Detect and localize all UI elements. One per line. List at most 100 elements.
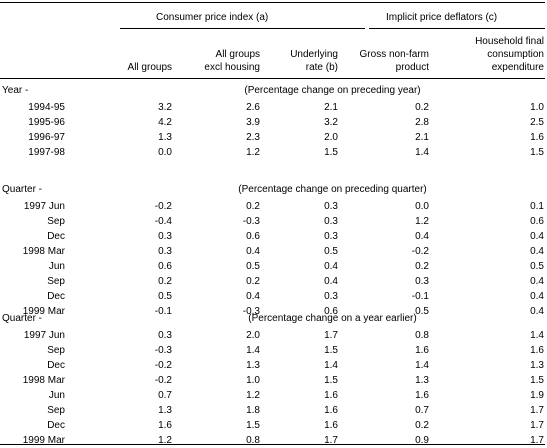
table-cell: 3.2	[324, 117, 338, 128]
table-cell: 1.3	[246, 360, 260, 371]
table-cell: 0.9	[415, 435, 429, 446]
table-cell: -0.3	[242, 306, 260, 317]
table-cell: 0.5	[324, 246, 338, 257]
table-cell: 1.5	[324, 147, 338, 158]
table-cell: 0.3	[158, 330, 172, 341]
table-cell: 1.4	[530, 330, 544, 341]
table-cell: 2.0	[324, 132, 338, 143]
table-cell: 0.2	[246, 276, 260, 287]
row-label: 1999 Mar	[22, 435, 65, 446]
table-cell: 0.4	[246, 291, 260, 302]
table-cell: 1.6	[530, 132, 544, 143]
table-cell: 1.5	[324, 375, 338, 386]
col-header-hfce: Household final consumption expenditure	[475, 36, 544, 73]
table-cell: 0.7	[158, 390, 172, 401]
table-cell: 1.4	[246, 345, 260, 356]
table-cell: 1.3	[530, 360, 544, 371]
table-cell: 1.4	[415, 147, 429, 158]
table-cell: 1.6	[324, 390, 338, 401]
table-cell: -0.2	[154, 375, 172, 386]
table-cell: 1.9	[530, 390, 544, 401]
section-title: Year -	[2, 85, 29, 96]
table-cell: 2.5	[530, 117, 544, 128]
table-cell: 1.6	[530, 345, 544, 356]
table-cell: 1.6	[158, 420, 172, 431]
table-row: 1995-96 4.2 3.9 3.2 2.8 2.5	[0, 115, 547, 130]
table-cell: 0.2	[158, 276, 172, 287]
table-cell: 1.6	[324, 405, 338, 416]
table-row: Sep 1.3 1.8 1.6 0.7 1.7	[0, 403, 547, 418]
table-cell: 0.3	[324, 201, 338, 212]
row-label: 1996-97	[28, 132, 65, 143]
table-row: Dec 0.3 0.6 0.3 0.4 0.4	[0, 229, 547, 244]
row-label: 1999 Mar	[22, 306, 65, 317]
row-label: 1997-98	[28, 147, 65, 158]
row-label: Dec	[47, 291, 65, 302]
table-row: 1999 Mar 1.2 0.8 1.7 0.9 1.7	[0, 433, 547, 448]
table-cell: 1.5	[324, 345, 338, 356]
row-label: Sep	[47, 405, 65, 416]
section-title: Quarter -	[2, 313, 43, 324]
table-cell: 0.4	[530, 291, 544, 302]
table-cell: 0.5	[530, 261, 544, 272]
table-row: 1999 Mar -0.1 -0.3 0.6 0.5 0.4	[0, 304, 547, 319]
table-cell: 0.4	[246, 246, 260, 257]
table-cell: 0.4	[324, 276, 338, 287]
table-cell: 2.0	[246, 330, 260, 341]
group-header-ipd: Implicit price deflators (c)	[386, 12, 498, 23]
table-row: Jun 0.7 1.2 1.6 1.6 1.9	[0, 388, 547, 403]
row-label: Dec	[47, 420, 65, 431]
table-cell: 0.4	[530, 276, 544, 287]
row-label: 1998 Mar	[22, 246, 65, 257]
table-cell: -0.4	[154, 216, 172, 227]
row-label: 1995-96	[28, 117, 65, 128]
table-cell: 4.2	[158, 117, 172, 128]
group-underline-ipd	[369, 28, 545, 29]
table-cell: 1.0	[530, 102, 544, 113]
table-cell: -0.3	[242, 216, 260, 227]
table-cell: -0.3	[154, 345, 172, 356]
table-row: Dec -0.2 1.3 1.4 1.4 1.3	[0, 358, 547, 373]
table-cell: 1.7	[324, 435, 338, 446]
table-cell: 1.2	[246, 147, 260, 158]
table-cell: 0.6	[324, 306, 338, 317]
section-title: Quarter -	[2, 184, 43, 195]
table-cell: -0.1	[411, 291, 429, 302]
table-cell: 0.2	[246, 201, 260, 212]
table-cell: 2.6	[246, 102, 260, 113]
table-cell: 1.7	[530, 405, 544, 416]
row-label: Sep	[47, 216, 65, 227]
table-cell: 0.2	[415, 102, 429, 113]
table-cell: -0.1	[154, 306, 172, 317]
table-cell: 0.5	[415, 306, 429, 317]
table-cell: 1.0	[246, 375, 260, 386]
group-header-cpi: Consumer price index (a)	[156, 12, 269, 23]
table-cell: 1.2	[246, 390, 260, 401]
table-cell: 1.2	[415, 216, 429, 227]
row-label: Dec	[47, 360, 65, 371]
table-cell: 2.3	[246, 132, 260, 143]
table-cell: 0.3	[415, 276, 429, 287]
table-bottom-rule	[0, 444, 545, 445]
table-cell: 0.4	[530, 231, 544, 242]
table-cell: 0.5	[158, 291, 172, 302]
table-cell: 1.6	[415, 390, 429, 401]
table-row: 1998 Mar -0.2 1.0 1.5 1.3 1.5	[0, 373, 547, 388]
table-cell: 0.0	[415, 201, 429, 212]
col-header-gnfp: Gross non-farm product	[359, 49, 429, 73]
table-cell: 1.3	[158, 132, 172, 143]
row-label: Dec	[47, 231, 65, 242]
row-label: 1997 Jun	[23, 201, 65, 212]
table-cell: 0.2	[415, 261, 429, 272]
table-cell: 0.5	[246, 261, 260, 272]
table-cell: 3.2	[158, 102, 172, 113]
table-row: 1997-98 0.0 1.2 1.5 1.4 1.5	[0, 145, 547, 160]
table-cell: 1.7	[530, 435, 544, 446]
table-cell: 1.5	[246, 420, 260, 431]
table-row: Sep -0.4 -0.3 0.3 1.2 0.6	[0, 214, 547, 229]
table-row: 1996-97 1.3 2.3 2.0 2.1 1.6	[0, 130, 547, 145]
table-cell: 2.8	[415, 117, 429, 128]
table-cell: -0.2	[154, 360, 172, 371]
table-cell: 0.6	[530, 216, 544, 227]
table-cell: 1.7	[324, 330, 338, 341]
